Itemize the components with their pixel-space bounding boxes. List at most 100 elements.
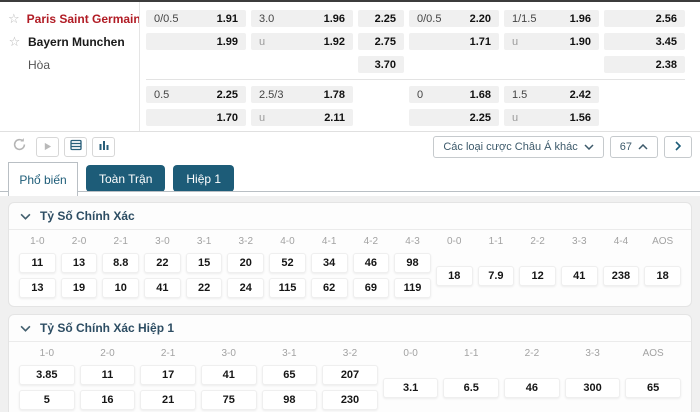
refresh-button[interactable]	[8, 137, 31, 157]
handicap-label: 0/0.5	[417, 12, 442, 25]
score-odds-cell[interactable]: 11	[19, 253, 56, 273]
score-column-header: 2-2	[524, 348, 540, 359]
score-odds-cell[interactable]: 115	[269, 278, 306, 298]
correct-score-grid: 1-0 2-0 2-1 3-0 3-1 3-2 4-0 4-1 4-2 4-3 …	[19, 235, 681, 298]
odds-cell[interactable]: u 2.11	[251, 109, 353, 126]
odds-value: 2.25	[374, 12, 396, 25]
odds-cell[interactable]: 3.0 1.96	[251, 10, 353, 27]
score-odds-cell[interactable]: 52	[269, 253, 306, 273]
odds-cell[interactable]: 1/1.5 1.96	[504, 10, 599, 27]
odds-cell[interactable]: 2.38	[604, 56, 685, 73]
score-odds-cell[interactable]: 8.8	[102, 253, 140, 273]
market-count-button[interactable]: 67	[609, 136, 658, 158]
score-odds-cell[interactable]: 119	[394, 278, 431, 298]
odds-cell[interactable]: 2.25	[358, 10, 404, 27]
score-odds-cell[interactable]: 13	[60, 253, 98, 273]
score-odds-cell[interactable]: 98	[394, 253, 431, 273]
odds-cell[interactable]: 1.99	[146, 33, 246, 50]
collapse-chevron-icon[interactable]	[20, 213, 31, 220]
home-team-row: ☆ Paris Saint Germain	[8, 10, 141, 27]
collapse-chevron-icon[interactable]	[20, 325, 31, 332]
score-column-header: 2-2	[530, 236, 545, 247]
score-odds-cell[interactable]: 75	[200, 390, 257, 410]
score-odds-cell[interactable]: 20	[227, 253, 265, 273]
score-odds-cell[interactable]: 13	[19, 278, 56, 298]
odds-cell[interactable]: 0 1.68	[409, 86, 499, 103]
odds-cell[interactable]: u 1.90	[504, 33, 599, 50]
score-odds-cell[interactable]: 11	[79, 365, 136, 385]
score-column-header: AOS	[642, 348, 664, 359]
odds-value: 1.90	[569, 35, 591, 48]
odds-cell[interactable]: 3.45	[604, 33, 685, 50]
score-odds-cell[interactable]: 98	[261, 390, 318, 410]
tab-half-1[interactable]: Hiệp 1	[173, 165, 235, 192]
score-odds-cell[interactable]: 22	[185, 278, 223, 298]
score-odds-cell[interactable]: 41	[144, 278, 181, 298]
score-odds-cell[interactable]: 65	[625, 377, 681, 398]
odds-cell[interactable]: 0/0.5 1.91	[146, 10, 246, 27]
odds-cell[interactable]: u 1.56	[504, 109, 599, 126]
score-odds-cell[interactable]: 18	[644, 265, 681, 286]
score-column-header: 4-1	[321, 236, 337, 247]
score-odds-cell[interactable]: 21	[140, 390, 196, 410]
score-odds-cell[interactable]: 12	[519, 265, 556, 286]
tab-full-match[interactable]: Toàn Trận	[86, 165, 166, 192]
score-odds-cell[interactable]: 7.9	[477, 265, 515, 286]
score-odds-cell[interactable]: 5	[19, 390, 75, 410]
odds-cell[interactable]: 1.5 2.42	[504, 86, 599, 103]
tab-popular[interactable]: Phổ biến	[8, 162, 78, 196]
favorite-star-icon[interactable]: ☆	[8, 11, 20, 26]
odds-cell[interactable]: 1.71	[409, 33, 499, 50]
score-odds-cell[interactable]: 24	[227, 278, 265, 298]
score-column-header: 3-1	[282, 348, 297, 359]
rows-view-button[interactable]	[64, 137, 87, 157]
score-odds-cell[interactable]: 10	[102, 278, 140, 298]
score-column-header: 2-0	[100, 348, 115, 359]
stats-button[interactable]	[92, 137, 115, 157]
score-odds-cell[interactable]: 46	[352, 253, 390, 273]
score-odds-cell[interactable]: 300	[564, 377, 621, 398]
odds-cell[interactable]: 0.5 2.25	[146, 86, 246, 103]
score-odds-cell[interactable]: 3.1	[382, 377, 439, 398]
chevron-right-icon	[675, 140, 682, 154]
score-odds-cell[interactable]: 69	[352, 278, 390, 298]
score-column-header: AOS	[652, 236, 674, 247]
draw-label: Hòa	[28, 57, 51, 72]
odds-cell[interactable]: 2.5/3 1.78	[251, 86, 353, 103]
score-odds-cell[interactable]: 46	[504, 377, 560, 398]
score-odds-cell[interactable]: 238	[602, 265, 640, 286]
odds-cell[interactable]: u 1.92	[251, 33, 353, 50]
score-odds-cell[interactable]: 18	[435, 265, 473, 286]
score-odds-cell[interactable]: 41	[560, 265, 598, 286]
score-odds-cell[interactable]: 207	[322, 365, 378, 385]
handicap-label: 0/0.5	[154, 12, 179, 25]
score-odds-cell[interactable]: 65	[261, 365, 318, 385]
score-odds-cell[interactable]: 62	[310, 278, 348, 298]
odds-cell[interactable]: 2.75	[358, 33, 404, 50]
favorite-star-icon[interactable]: ☆	[8, 34, 21, 49]
score-odds-cell[interactable]: 3.85	[19, 365, 75, 385]
draw-row: Hòa	[8, 56, 139, 73]
odds-divider	[146, 79, 685, 80]
play-button[interactable]	[36, 137, 59, 157]
next-button[interactable]	[664, 136, 692, 158]
score-odds-cell[interactable]: 22	[144, 253, 181, 273]
score-odds-cell[interactable]: 15	[185, 253, 223, 273]
market-type-dropdown[interactable]: Các loại cược Châu Á khác	[433, 136, 604, 158]
score-column-header: 3-2	[238, 236, 253, 247]
score-odds-cell[interactable]: 6.5	[443, 377, 500, 398]
score-odds-cell[interactable]: 17	[140, 365, 196, 385]
score-odds-cell[interactable]: 19	[60, 278, 98, 298]
odds-cell[interactable]: 2.25	[409, 109, 499, 126]
odds-cell[interactable]: 3.70	[358, 56, 404, 73]
match-odds-block: ☆ Paris Saint Germain ☆ Bayern Munchen H…	[0, 0, 700, 132]
score-odds-cell[interactable]: 230	[322, 390, 378, 410]
score-odds-cell[interactable]: 41	[200, 365, 257, 385]
odds-value: 2.25	[216, 88, 238, 101]
score-odds-cell[interactable]: 34	[310, 253, 348, 273]
odds-cell[interactable]: 2.56	[604, 10, 685, 27]
odds-value: 1.92	[323, 35, 345, 48]
score-odds-cell[interactable]: 16	[79, 390, 136, 410]
odds-cell[interactable]: 0/0.5 2.20	[409, 10, 499, 27]
odds-cell[interactable]: 1.70	[146, 109, 246, 126]
